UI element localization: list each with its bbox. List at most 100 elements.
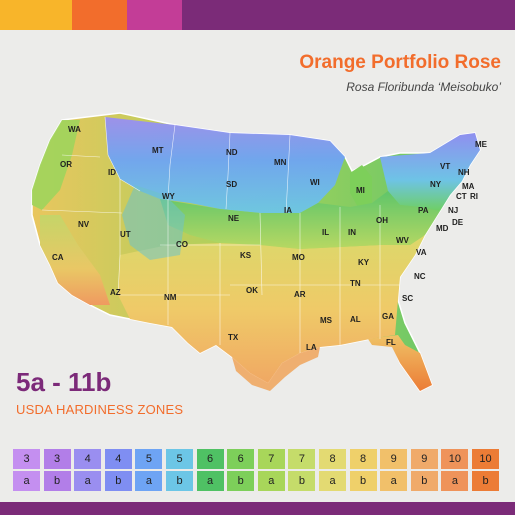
- legend-zone-letter: a: [74, 471, 102, 491]
- state-label-nd: ND: [226, 148, 238, 157]
- state-label-ct: CT: [456, 192, 467, 201]
- state-label-oh: OH: [376, 216, 388, 225]
- state-label-la: LA: [306, 343, 317, 352]
- state-label-wa: WA: [68, 125, 81, 134]
- state-label-ca: CA: [52, 253, 64, 262]
- legend-zone-number: 3: [43, 449, 71, 469]
- zone-range: 5a - 11b: [16, 367, 112, 397]
- state-label-tn: TN: [350, 279, 361, 288]
- state-label-mo: MO: [292, 253, 305, 262]
- usda-hardiness-map: WA OR ID MT ND MN WI MI ME VT NH NY MA C…: [31, 112, 488, 392]
- state-label-ms: MS: [320, 316, 333, 325]
- legend-zone-number: 7: [257, 449, 285, 469]
- bottom-color-bar: [0, 502, 515, 515]
- state-label-nc: NC: [414, 272, 426, 281]
- legend-zone-letter: a: [319, 471, 346, 491]
- legend-zone-letter: a: [380, 471, 408, 491]
- legend-zone-letter: b: [410, 471, 438, 491]
- top-bar-segment-magenta: [127, 0, 182, 30]
- state-label-sd: SD: [226, 180, 237, 189]
- southern-region: [118, 235, 425, 383]
- top-bar-segment-yellow: [0, 0, 72, 30]
- state-label-ri: RI: [470, 192, 478, 201]
- state-borders: [41, 116, 400, 353]
- state-label-nv: NV: [78, 220, 90, 229]
- legend-zone-letter: a: [135, 471, 163, 491]
- pacific-northwest-coast: [32, 120, 80, 210]
- state-label-mn: MN: [274, 158, 287, 167]
- state-label-wv: WV: [396, 236, 410, 245]
- zone-label: USDA HARDINESS ZONES: [16, 402, 184, 417]
- legend-zone-number: 9: [410, 449, 438, 469]
- legend-zone-number: 5: [166, 449, 193, 469]
- state-label-ks: KS: [240, 251, 252, 260]
- state-label-ar: AR: [294, 290, 306, 299]
- state-label-il: IL: [322, 228, 329, 237]
- legend-zone-letter: a: [196, 471, 224, 491]
- florida-region: [368, 335, 432, 391]
- state-label-al: AL: [350, 315, 361, 324]
- state-label-ga: GA: [382, 312, 394, 321]
- legend-zone-number: 4: [74, 449, 102, 469]
- state-label-ut: UT: [120, 230, 131, 239]
- legend-zone-number: 8: [349, 449, 377, 469]
- northeast-region: [380, 133, 480, 211]
- legend-zone-letter: a: [441, 471, 469, 491]
- state-label-co: CO: [176, 240, 188, 249]
- legend-zone-number: 9: [380, 449, 408, 469]
- legend-zone-letter: b: [227, 471, 255, 491]
- legend-zone-number: 3: [13, 449, 40, 469]
- legend-zone-letter: b: [349, 471, 377, 491]
- state-label-ia: IA: [284, 206, 292, 215]
- legend-zone-number: 5: [135, 449, 163, 469]
- legend-zone-10b: 10 b: [472, 449, 499, 491]
- state-label-mt: MT: [152, 146, 164, 155]
- legend-zone-letter: a: [13, 471, 40, 491]
- legend-zone-10a: 10 a: [441, 449, 469, 491]
- state-label-fl: FL: [386, 338, 396, 347]
- state-label-sc: SC: [402, 294, 413, 303]
- state-label-de: DE: [452, 218, 464, 227]
- legend-zone-number: 7: [288, 449, 316, 469]
- legend-zone-number: 6: [227, 449, 255, 469]
- state-label-wy: WY: [162, 192, 176, 201]
- state-label-id: ID: [108, 168, 116, 177]
- state-label-pa: PA: [418, 206, 429, 215]
- hardiness-zone-legend: 3 a 3 b 4 a 4 b 5 a 5 b 6 a 6 b 7 a 7 b 8 a 8 b 9 a 9 b 10 a 10 b: [13, 449, 503, 491]
- state-label-ne: NE: [228, 214, 240, 223]
- state-label-ok: OK: [246, 286, 258, 295]
- plant-botanical-name: Rosa Floribunda ‘Meisobuko’: [346, 80, 501, 94]
- state-label-ny: NY: [430, 180, 442, 189]
- legend-zone-number: 10: [441, 449, 469, 469]
- top-bar-segment-orange: [72, 0, 127, 30]
- legend-zone-letter: a: [257, 471, 285, 491]
- legend-zone-letter: b: [166, 471, 193, 491]
- legend-zone-number: 4: [104, 449, 132, 469]
- state-label-ky: KY: [358, 258, 370, 267]
- top-color-bar: [0, 0, 515, 30]
- state-label-mi: MI: [356, 186, 365, 195]
- legend-zone-letter: b: [288, 471, 316, 491]
- legend-zone-number: 6: [196, 449, 224, 469]
- state-label-va: VA: [416, 248, 427, 257]
- plant-title: Orange Portfolio Rose: [299, 52, 501, 73]
- legend-zone-number: 10: [472, 449, 499, 469]
- state-label-nm: NM: [164, 293, 177, 302]
- state-label-nh: NH: [458, 168, 470, 177]
- state-label-md: MD: [436, 224, 449, 233]
- legend-zone-letter: b: [104, 471, 132, 491]
- state-label-or: OR: [60, 160, 72, 169]
- california-region: [40, 215, 110, 305]
